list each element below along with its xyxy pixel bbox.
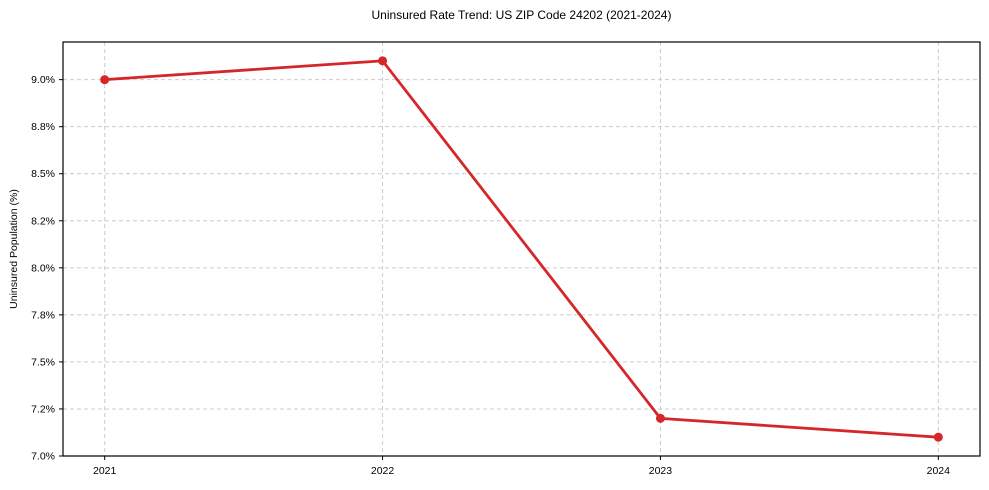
x-tick-label: 2022 <box>371 465 395 477</box>
x-tick-label: 2023 <box>649 465 673 477</box>
trend-line <box>103 59 940 439</box>
y-tick-label: 7.2% <box>31 403 55 415</box>
x-tick-label: 2021 <box>93 465 117 477</box>
y-tick-label: 7.8% <box>31 309 55 321</box>
data-point-marker <box>655 413 665 423</box>
y-tick-label: 7.0% <box>31 451 55 463</box>
y-tick-label: 8.8% <box>31 121 55 133</box>
y-tick-label: 7.5% <box>31 356 55 368</box>
y-tick-label: 9.0% <box>31 74 55 86</box>
x-tick-label: 2024 <box>927 465 951 477</box>
plot-border <box>62 41 981 457</box>
chart-title: Uninsured Rate Trend: US ZIP Code 24202 … <box>371 8 672 22</box>
data-point-marker <box>933 432 943 442</box>
data-point-marker <box>100 75 110 85</box>
y-tick-label: 8.5% <box>31 168 55 180</box>
data-point-marker <box>378 56 388 66</box>
y-tick-label: 8.0% <box>31 262 55 274</box>
y-tick-label: 8.2% <box>31 215 55 227</box>
